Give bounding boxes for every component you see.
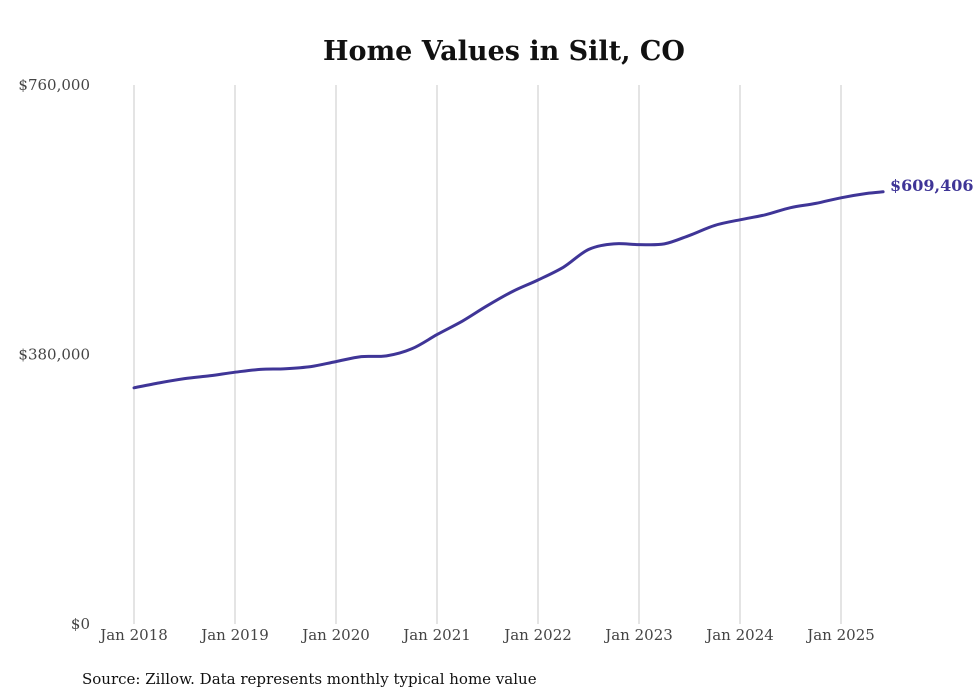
gridlines xyxy=(133,85,842,624)
home-value-line xyxy=(132,190,885,390)
x-tick-label: Jan 2025 xyxy=(805,626,875,644)
x-tick-label: Jan 2022 xyxy=(502,626,572,644)
chart-title: Home Values in Silt, CO xyxy=(323,36,685,67)
end-value-label: $609,406 xyxy=(890,176,974,195)
x-tick-label: Jan 2019 xyxy=(199,626,269,644)
y-tick-label: $0 xyxy=(71,615,90,633)
y-tick-label: $760,000 xyxy=(18,76,90,94)
x-tick-label: Jan 2023 xyxy=(603,626,673,644)
x-tick-label: Jan 2021 xyxy=(401,626,471,644)
y-tick-label: $380,000 xyxy=(18,346,90,364)
x-tick-label: Jan 2024 xyxy=(704,626,774,644)
series-layer xyxy=(132,190,885,390)
x-axis: Jan 2018 Jan 2019 Jan 2020 Jan 2021 Jan 2022… xyxy=(98,626,875,644)
x-tick-label: Jan 2020 xyxy=(300,626,370,644)
source-note: Source: Zillow. Data represents monthly … xyxy=(82,670,537,688)
y-axis: $0 $380,000 $760,000 xyxy=(18,76,90,633)
x-tick-label: Jan 2018 xyxy=(98,626,168,644)
